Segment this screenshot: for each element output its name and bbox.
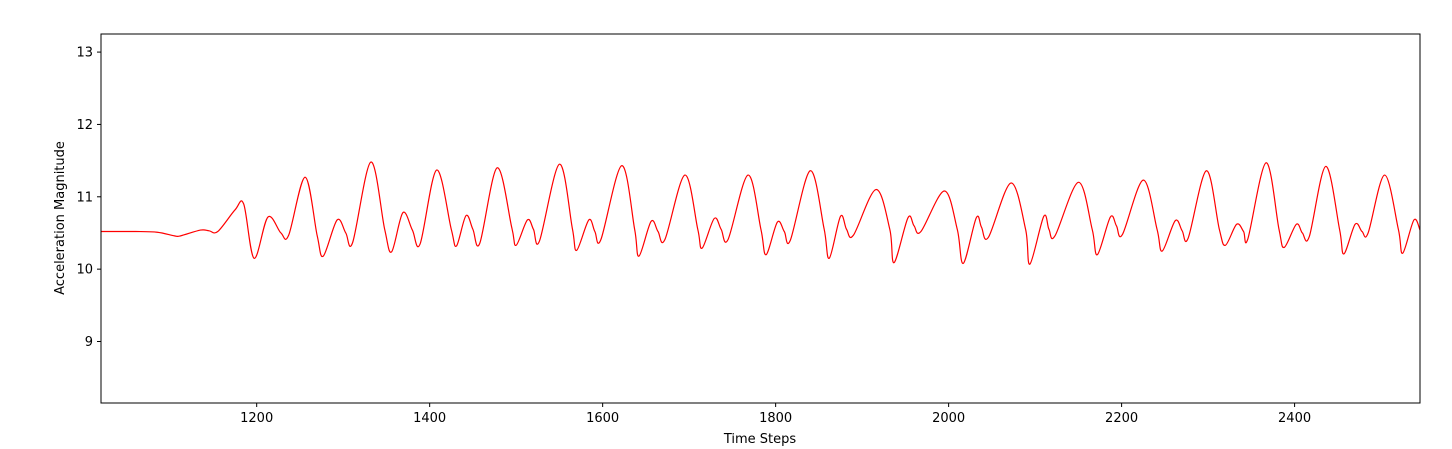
y-tick-label: 10 bbox=[76, 263, 93, 278]
x-tick-label: 1400 bbox=[413, 411, 446, 426]
y-tick-label: 12 bbox=[76, 118, 93, 133]
x-tick-label: 2400 bbox=[1278, 411, 1311, 426]
y-tick-label: 11 bbox=[76, 190, 93, 205]
x-tick-label: 2000 bbox=[932, 411, 965, 426]
y-axis-label: Acceleration Magnitude bbox=[53, 141, 68, 295]
series-layer bbox=[101, 161, 1420, 265]
axis-ticks: 1200 1400 1600 1800 2000 2200 2400 9 10 11 12 13 bbox=[76, 46, 1311, 426]
y-tick-label: 9 bbox=[85, 335, 93, 350]
x-tick-label: 2200 bbox=[1105, 411, 1138, 426]
y-tick-label: 13 bbox=[76, 46, 93, 61]
plot-background bbox=[101, 34, 1420, 403]
x-tick-label: 1800 bbox=[759, 411, 792, 426]
x-axis-label: Time Steps bbox=[723, 432, 797, 447]
series-line bbox=[101, 161, 1420, 265]
x-tick-label: 1200 bbox=[240, 411, 273, 426]
x-tick-label: 1600 bbox=[586, 411, 619, 426]
plot-frame bbox=[100, 33, 1421, 404]
